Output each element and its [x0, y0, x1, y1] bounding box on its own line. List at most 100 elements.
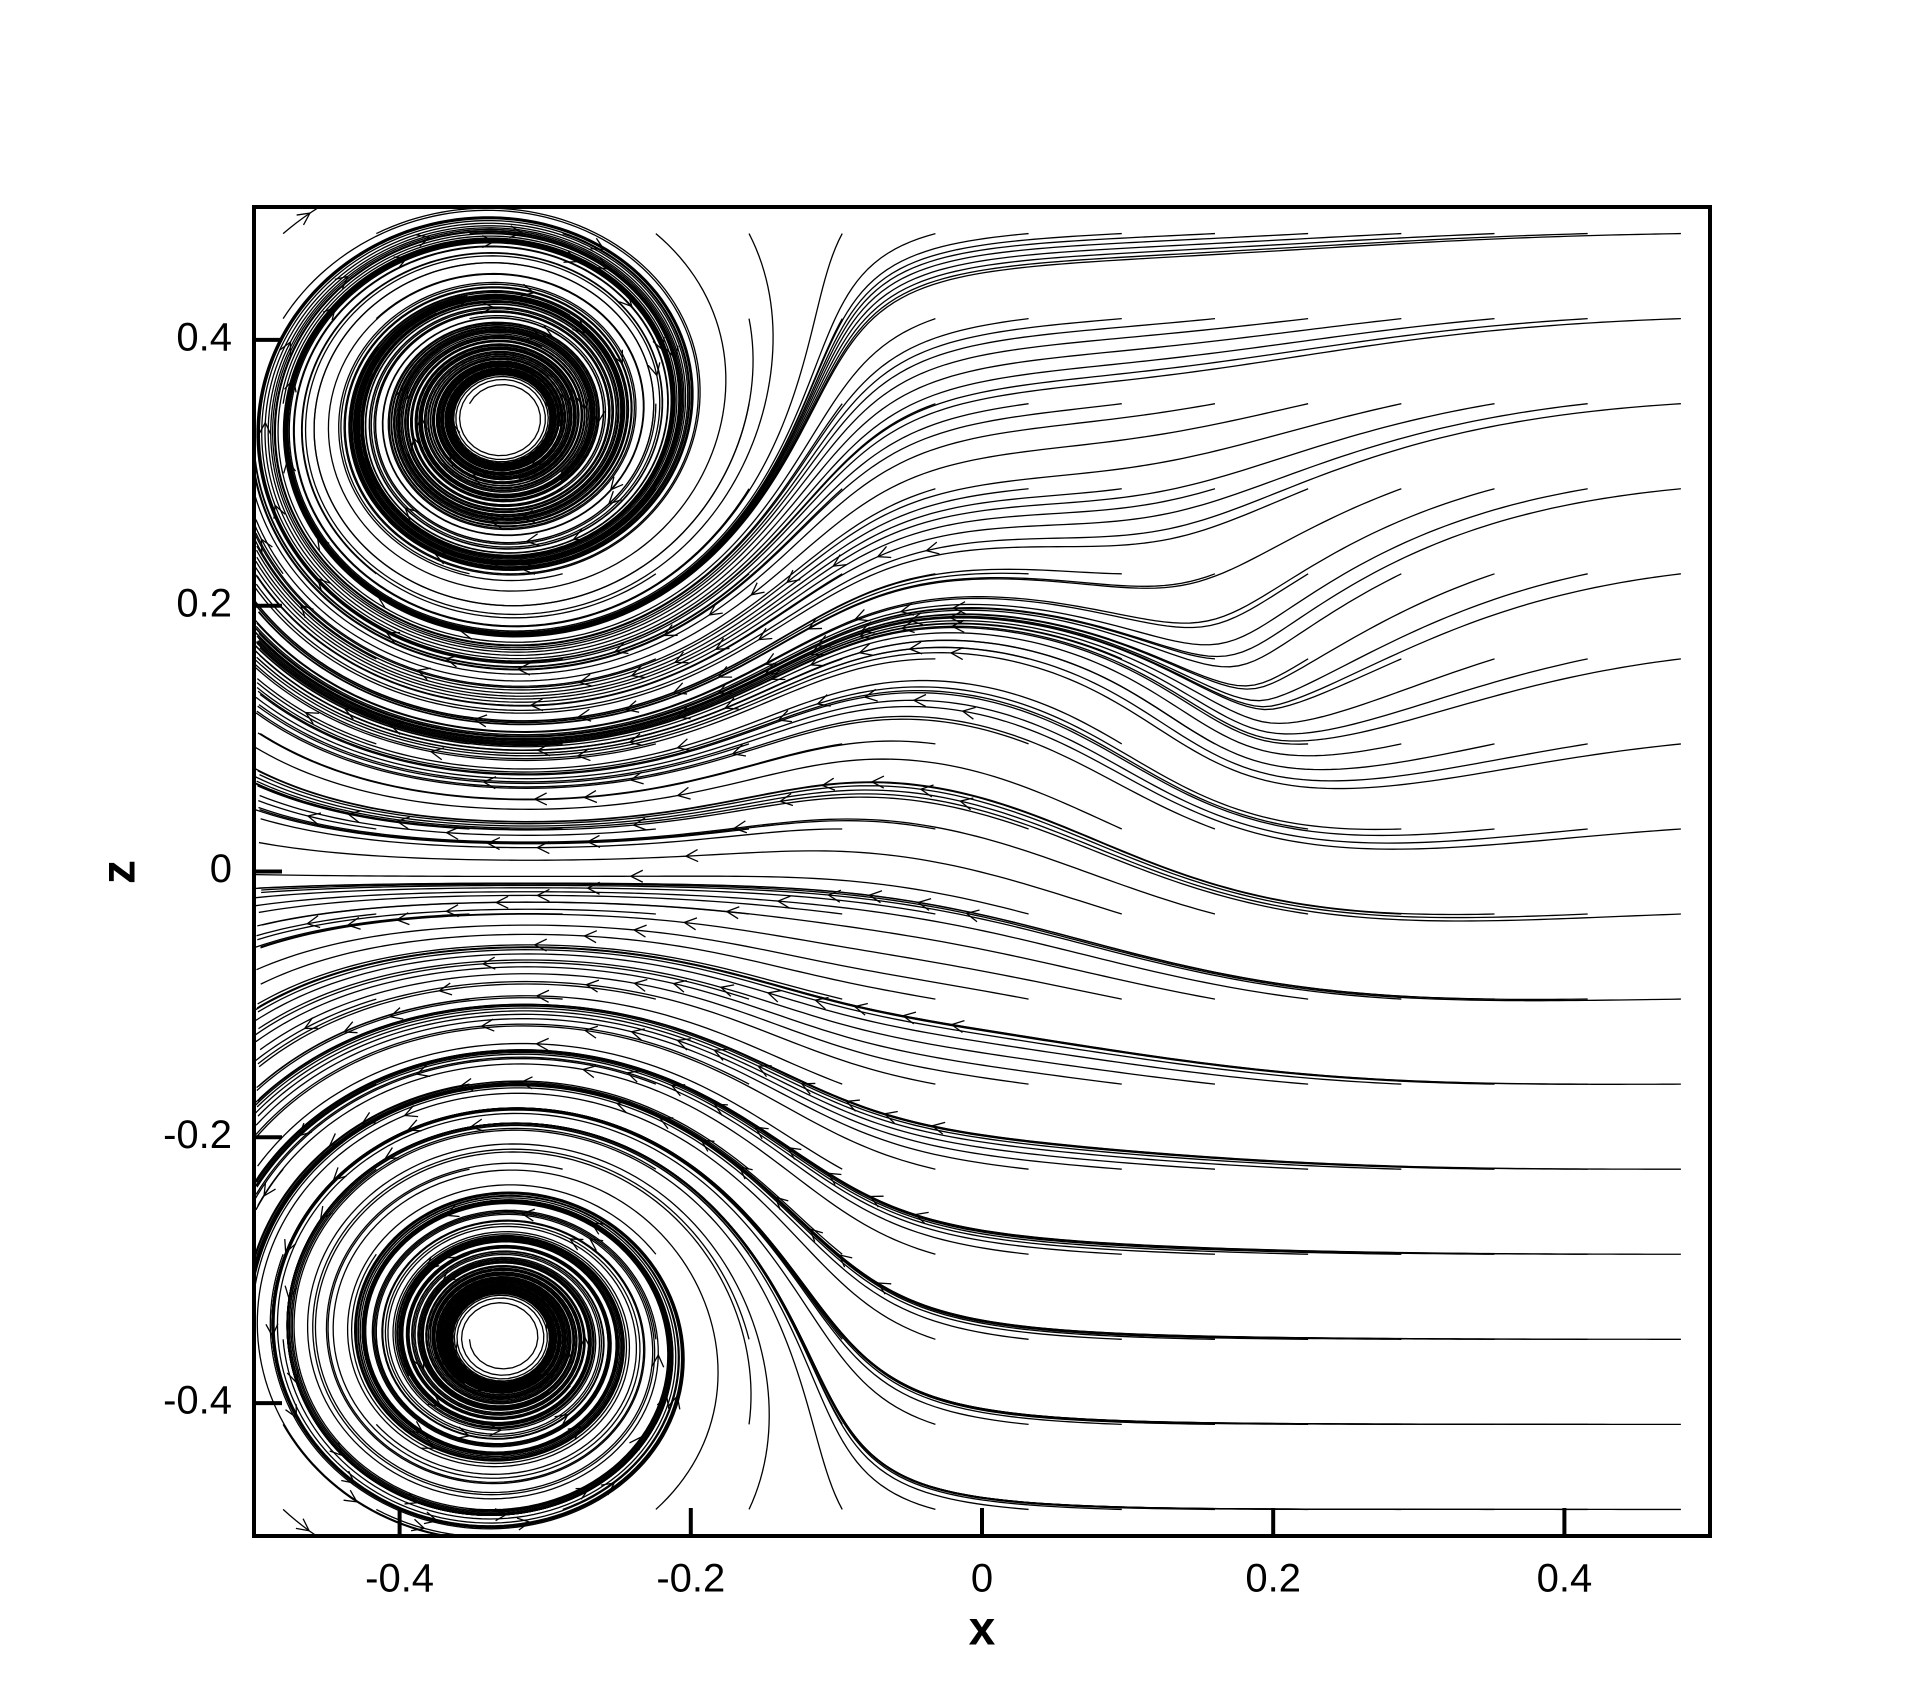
streamline-arrow — [535, 840, 550, 855]
streamline-arrow — [719, 984, 735, 997]
streamline — [314, 1151, 752, 1494]
streamline — [273, 230, 1029, 647]
streamline — [271, 1107, 1681, 1529]
streamline-arrow — [273, 503, 286, 519]
streamline — [254, 913, 470, 949]
streamline-arrow — [951, 601, 966, 615]
streamline-arrow — [586, 834, 601, 848]
streamline-arrow — [766, 989, 782, 1003]
streamline — [270, 227, 1216, 651]
streamline-arrow — [629, 869, 644, 883]
streamline — [276, 1112, 936, 1524]
x-tick-label: -0.4 — [365, 1557, 434, 1601]
streamline-arrow — [516, 1517, 532, 1531]
streamline — [256, 995, 843, 1089]
streamline-arrow — [258, 421, 272, 435]
streamline-arrow — [845, 1099, 860, 1112]
streamline — [256, 1083, 377, 1187]
streamline — [253, 1081, 843, 1265]
streamline — [286, 1122, 1122, 1516]
streamline-arrow — [459, 626, 475, 640]
y-tick-label: 0 — [210, 847, 232, 891]
streamline-arrow — [916, 897, 932, 911]
streamline-arrow — [876, 546, 892, 559]
streamline — [257, 488, 1402, 726]
streamline — [258, 1003, 1681, 1170]
streamline — [256, 1049, 1495, 1255]
streamline — [256, 997, 563, 1091]
x-tick-label: -0.2 — [656, 1557, 725, 1601]
streamline — [286, 1122, 1681, 1517]
streamline — [256, 924, 1029, 1000]
streamline-arrow — [283, 458, 297, 474]
streamline — [257, 705, 750, 785]
streamline-arrow — [853, 608, 869, 622]
streamline — [256, 545, 377, 660]
streamline — [254, 488, 1495, 733]
streamline — [255, 488, 1216, 703]
streamline — [271, 228, 1122, 649]
streamline — [256, 573, 1309, 733]
streamline — [256, 679, 1123, 770]
streamline-arrow — [629, 771, 644, 785]
streamline — [255, 1080, 750, 1254]
streamline-arrow — [546, 1313, 558, 1329]
streamline-arrow — [305, 915, 321, 929]
streamline-arrow — [316, 577, 331, 592]
streamline — [254, 403, 1122, 671]
streamline-arrow — [534, 1037, 549, 1051]
streamline — [256, 488, 1122, 697]
streamline — [255, 488, 1681, 737]
streamline — [256, 686, 1402, 831]
streamline-arrow — [750, 582, 765, 596]
streamline-arrow — [682, 917, 698, 931]
streamline-arrow — [520, 1208, 536, 1222]
streamline-arrow — [662, 624, 678, 637]
streamline-arrow — [518, 1076, 533, 1090]
streamline-arrow — [527, 327, 543, 340]
streamline — [259, 809, 936, 844]
streamline — [255, 882, 1588, 1001]
streamline — [256, 216, 1681, 664]
y-axis-label: z — [93, 860, 146, 884]
streamline — [255, 1083, 1681, 1340]
streamline-arrow — [807, 617, 823, 630]
streamline-arrow — [632, 924, 647, 938]
streamline — [259, 692, 1495, 837]
streamline-arrow — [334, 275, 349, 289]
streamline-arrow — [859, 621, 875, 634]
streamline — [254, 891, 1309, 1000]
streamline — [286, 1122, 1588, 1517]
streamline — [332, 1169, 719, 1510]
streamline — [253, 524, 284, 575]
streamline-arrow — [385, 631, 401, 644]
streamline — [255, 1056, 1029, 1255]
streamline — [258, 217, 1588, 663]
streamline — [257, 980, 936, 1085]
streamline — [261, 883, 1681, 1002]
x-tick-label: 0.4 — [1537, 1557, 1593, 1601]
streamline — [255, 966, 1122, 1085]
streamline — [258, 620, 1495, 743]
streamline-arrow — [609, 476, 624, 491]
streamline-arrow — [853, 1002, 868, 1016]
streamline-arrow — [899, 602, 915, 616]
streamline — [254, 403, 1588, 707]
streamline — [254, 403, 1216, 675]
streamline — [258, 806, 1216, 915]
streamline — [257, 1004, 1495, 1170]
streamline-arrow — [672, 979, 687, 993]
streamline — [257, 944, 843, 1005]
streamline-arrow — [948, 610, 963, 624]
streamline — [346, 1184, 657, 1468]
streamline-arrow — [754, 1126, 769, 1140]
streamline — [264, 222, 1402, 657]
streamline-arrow — [509, 225, 524, 239]
streamline — [255, 1050, 1309, 1255]
streamline-arrow — [958, 797, 974, 811]
streamline — [253, 1057, 657, 1201]
streamline — [282, 1424, 437, 1536]
streamline — [260, 818, 843, 849]
y-tick-label: 0.2 — [176, 581, 232, 625]
streamline — [255, 887, 936, 915]
